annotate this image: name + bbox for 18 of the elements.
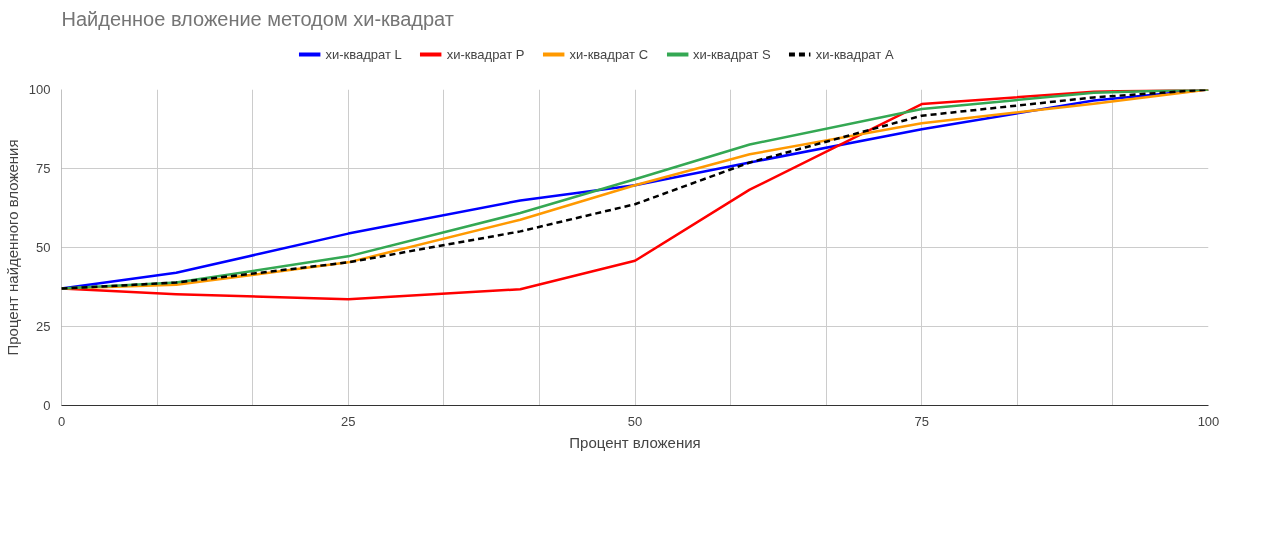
y-tick-label: 100: [28, 82, 51, 97]
x-tick-label: 75: [914, 413, 929, 429]
x-tick-label: 0: [57, 413, 66, 429]
y-tick-label: 25: [36, 319, 51, 334]
legend-label: хи-квадрат A: [815, 46, 894, 62]
legend-label: хи-квадрат L: [325, 46, 402, 62]
x-tick-label: 50: [627, 413, 643, 429]
x-tick-label: 100: [1197, 413, 1220, 429]
y-tick-label: 50: [36, 240, 51, 255]
y-tick-label: 75: [36, 161, 51, 176]
y-axis-title: Процент найденного вложения: [3, 139, 21, 356]
legend-label: хи-квадрат C: [569, 46, 649, 62]
legend-label: хи-квадрат S: [693, 46, 771, 62]
y-tick-label: 0: [43, 398, 51, 413]
x-tick-label: 25: [341, 413, 356, 429]
x-axis-title: Процент вложения: [569, 433, 701, 451]
chart-title: Найденное вложение методом хи-квадрат: [61, 7, 454, 30]
legend-label: хи-квадрат P: [446, 46, 525, 62]
